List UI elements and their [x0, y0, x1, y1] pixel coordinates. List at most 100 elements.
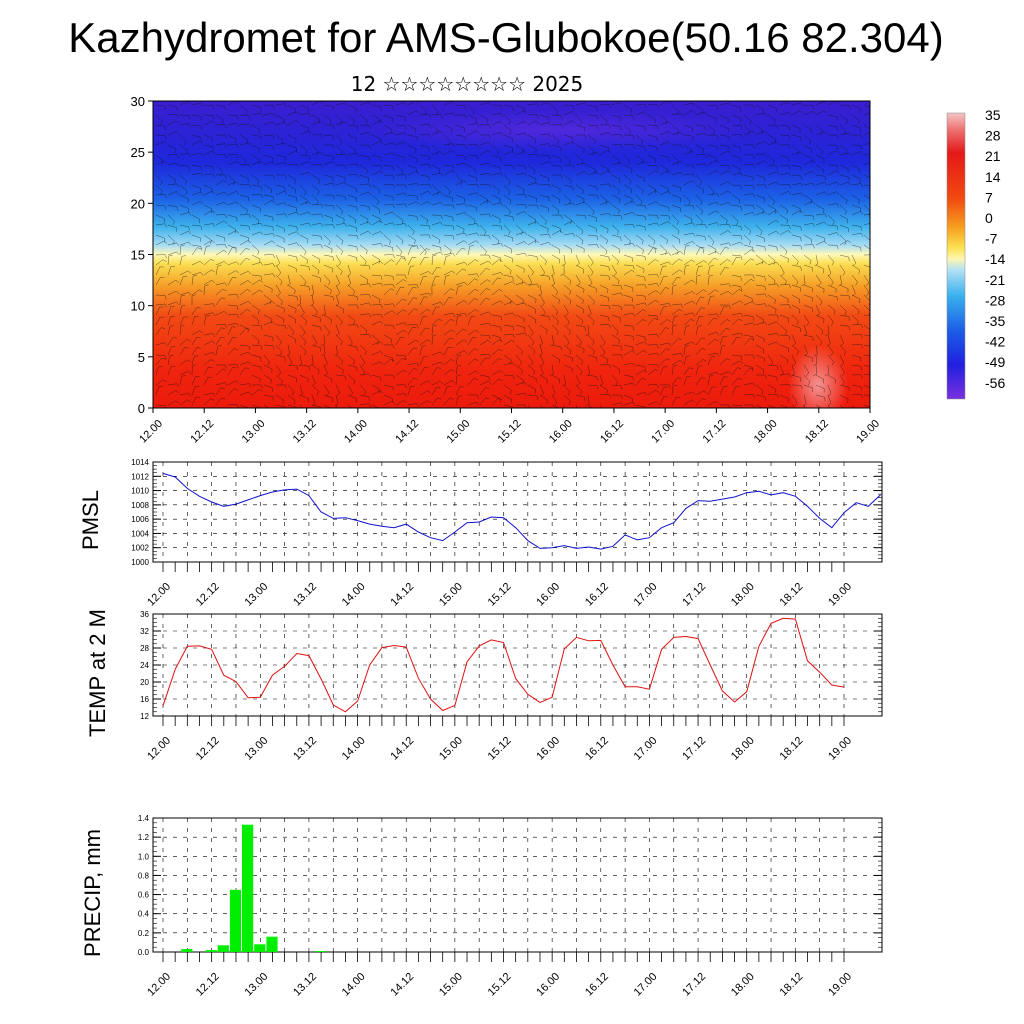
wind-barb	[383, 204, 393, 206]
wind-barb-flag	[368, 403, 372, 408]
wind-barb	[815, 334, 823, 342]
wind-barb	[155, 154, 164, 161]
wind-barb	[515, 184, 524, 190]
wind-barb-flag	[308, 161, 312, 165]
wind-barb-flag	[428, 133, 431, 138]
wind-barb-flag	[655, 170, 660, 174]
wind-barb-flag	[498, 358, 502, 361]
wind-barb	[515, 132, 525, 136]
wind-barb	[515, 324, 525, 328]
wind-barb-flag	[643, 350, 648, 354]
x-tick-label: 13.12	[291, 581, 319, 609]
wind-barb-flag	[344, 223, 348, 227]
wind-barb-flag	[824, 182, 828, 186]
wind-barb-flag	[508, 211, 511, 216]
wind-barb	[371, 114, 381, 120]
wind-barb-flag	[640, 201, 643, 206]
wind-barb	[263, 314, 273, 320]
wind-barb-flag	[620, 395, 623, 399]
wind-barb	[515, 110, 524, 116]
wind-barb-flag	[776, 171, 780, 175]
wind-barb-flag	[236, 364, 239, 369]
wind-barb-flag	[366, 279, 368, 284]
wind-barb-flag	[678, 258, 683, 262]
wind-barb	[647, 333, 657, 336]
wind-barb	[611, 101, 621, 106]
wind-barb-flag	[656, 201, 660, 205]
wind-barb-flag	[788, 335, 791, 340]
wind-barb-flag	[472, 111, 475, 116]
wind-barb-flag	[740, 286, 742, 291]
wind-barb-flag	[873, 255, 875, 259]
wind-barb	[827, 181, 837, 186]
colorbar-label: 21	[985, 148, 1001, 164]
wind-barb	[695, 234, 705, 237]
wind-barb	[167, 183, 177, 186]
wind-barb	[287, 294, 297, 297]
wind-barb	[647, 154, 657, 160]
wind-barb	[407, 182, 417, 186]
wind-barb-flag	[538, 293, 542, 297]
wind-barb-flag	[830, 352, 834, 356]
wind-barb-flag	[428, 156, 431, 161]
wind-barb	[419, 190, 429, 196]
wind-barb	[155, 194, 165, 196]
wind-barb	[659, 114, 668, 122]
wind-barb	[371, 120, 380, 126]
wind-barb-flag	[700, 221, 703, 225]
wind-barb-flag	[354, 149, 356, 154]
wind-barb	[563, 354, 573, 359]
wind-barb	[683, 376, 688, 386]
wind-barb-flag	[234, 388, 239, 391]
wind-barb-flag	[800, 266, 802, 271]
wind-barb-flag	[556, 331, 559, 336]
wind-barb	[863, 274, 869, 283]
wind-barb-flag	[440, 251, 444, 256]
wind-barb	[851, 274, 858, 283]
wind-barb	[419, 367, 425, 376]
wind-barb	[827, 101, 837, 106]
wind-barb	[275, 134, 284, 141]
wind-barb-flag	[855, 412, 857, 415]
wind-barb-flag	[176, 154, 179, 159]
wind-barb-flag	[740, 356, 743, 361]
y-tick-label: 1.2	[138, 833, 150, 842]
wind-barb-flag	[378, 189, 380, 194]
wind-barb-flag	[703, 289, 707, 293]
wind-barb	[179, 231, 189, 236]
wind-barb	[851, 304, 860, 311]
wind-barb	[395, 234, 404, 241]
wind-barb	[359, 174, 369, 179]
wind-barb	[863, 364, 870, 368]
wind-barb-flag	[508, 181, 511, 186]
wind-barb-flag	[654, 259, 659, 262]
wind-barb	[791, 334, 797, 344]
wind-barb	[671, 124, 679, 132]
wind-barb-flag	[211, 240, 216, 244]
wind-barb-flag	[320, 164, 323, 168]
wind-barb	[491, 394, 501, 399]
wind-barb	[599, 294, 609, 298]
wind-barb	[155, 223, 165, 226]
wind-barb	[539, 133, 549, 136]
wind-barb	[707, 339, 716, 346]
wind-barb	[359, 101, 369, 106]
wind-barb	[179, 359, 188, 366]
wind-barb-flag	[569, 280, 572, 285]
wind-barb-flag	[644, 336, 646, 341]
wind-barb	[467, 174, 477, 179]
wind-barb-flag	[200, 126, 203, 131]
wind-barb	[431, 130, 440, 136]
wind-barb-flag	[738, 199, 740, 204]
wind-barb-flag	[258, 129, 260, 134]
wind-barb	[191, 214, 200, 220]
wind-barb	[779, 244, 788, 251]
wind-barb	[683, 346, 686, 356]
y-tick-label: 1002	[131, 544, 149, 553]
wind-barb-flag	[582, 189, 584, 194]
wind-barb	[263, 263, 273, 266]
wind-barb-flag	[296, 231, 300, 235]
wind-barb	[635, 154, 644, 161]
wind-barb-flag	[306, 259, 308, 264]
wind-barb	[287, 111, 297, 116]
